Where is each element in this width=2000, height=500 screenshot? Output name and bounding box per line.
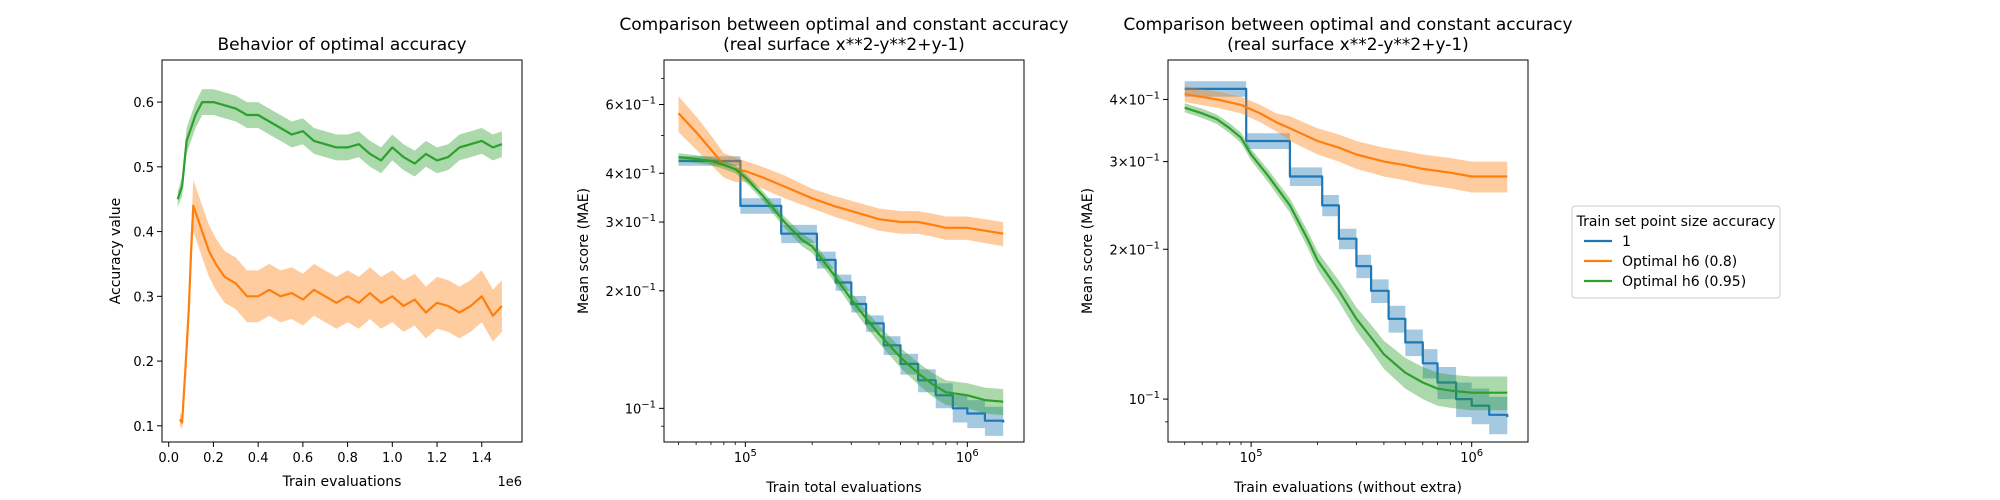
x-axis-label: Train total evaluations xyxy=(765,480,921,496)
x-axis-label: Train evaluations (without extra) xyxy=(1233,480,1462,496)
mae-total-chart: 105 106 10−1 2×10−1 3×10−1 4×10−1 6×10−1 Comp… xyxy=(576,15,1069,496)
series-line xyxy=(176,100,503,200)
chart-frame xyxy=(1167,59,1529,443)
y-axis: 0.1 0.2 0.3 0.4 0.5 0.6 xyxy=(133,96,162,435)
y-tick-label: 2×10−1 xyxy=(1110,240,1160,258)
x-tick-label: 1.4 xyxy=(471,451,492,466)
y-axis-label: Mean score (MAE) xyxy=(576,188,592,314)
legend: Train set point size accuracy 1 Optimal h… xyxy=(1571,205,1781,299)
plot-area xyxy=(677,96,1005,438)
series-band xyxy=(1184,103,1508,411)
x-tick-label: 1.0 xyxy=(382,451,403,466)
x-tick-label: 0.2 xyxy=(203,451,224,466)
legend-entry-label: Optimal h6 (0.8) xyxy=(1622,254,1737,270)
chart-title: Comparison between optimal and constant … xyxy=(1123,15,1572,55)
mae-without-extra-chart: 105 106 10−1 2×10−1 3×10−1 4×10−1 Comparison… xyxy=(1080,15,1573,496)
y-axis-label: Accuracy value xyxy=(108,198,124,305)
x-axis: 105 106 xyxy=(678,442,979,466)
y-tick-label: 3×10−1 xyxy=(1110,153,1160,171)
x-axis: 105 106 xyxy=(1184,442,1483,466)
x-tick-label: 1.2 xyxy=(427,451,448,466)
legend-entry-label: 1 xyxy=(1622,234,1631,250)
y-tick-label: 10−1 xyxy=(1129,390,1160,408)
x-tick-label: 106 xyxy=(1460,448,1483,466)
series-line xyxy=(678,156,1004,403)
y-tick-label: 10−1 xyxy=(625,399,656,417)
accuracy-chart: 0.0 0.2 0.4 0.6 0.8 1.0 1.2 1.4 0.1 0.2 0.3 0.4 0.5… xyxy=(108,35,523,490)
series-band xyxy=(179,179,502,430)
legend-entries: 1 Optimal h6 (0.8) Optimal h6 (0.95) xyxy=(1584,234,1746,290)
x-tick-label: 0.8 xyxy=(337,451,358,466)
y-tick-label: 2×10−1 xyxy=(606,282,656,300)
y-tick-label: 0.2 xyxy=(133,355,154,370)
x-axis: 0.0 0.2 0.4 0.6 0.8 1.0 1.2 1.4 xyxy=(158,442,492,466)
legend-box xyxy=(1571,205,1781,299)
series-band xyxy=(1184,86,1508,193)
y-tick-label: 4×10−1 xyxy=(606,164,656,182)
plot-area xyxy=(1184,81,1509,437)
y-tick-label: 0.4 xyxy=(133,226,154,241)
series-line xyxy=(1184,106,1508,394)
x-tick-label: 106 xyxy=(956,448,979,466)
chart-title: Comparison between optimal and constant … xyxy=(619,15,1068,55)
y-tick-label: 0.3 xyxy=(133,290,154,305)
x-tick-label: 0.4 xyxy=(248,451,269,466)
y-tick-label: 0.5 xyxy=(133,161,154,176)
series-line xyxy=(1184,93,1508,178)
legend-entry-label: Optimal h6 (0.95) xyxy=(1622,274,1746,290)
x-tick-label: 0.0 xyxy=(158,451,179,466)
y-tick-label: 0.6 xyxy=(133,96,154,111)
y-tick-label: 4×10−1 xyxy=(1110,90,1160,108)
series-band xyxy=(678,96,1004,247)
chart-frame xyxy=(663,59,1025,443)
y-tick-label: 0.1 xyxy=(133,420,154,435)
x-tick-label: 105 xyxy=(734,448,757,466)
chart-frame xyxy=(161,59,523,443)
y-axis: 10−1 2×10−1 3×10−1 4×10−1 6×10−1 xyxy=(606,77,664,427)
legend-title: Train set point size accuracy xyxy=(1576,214,1776,230)
x-offset-label: 1e6 xyxy=(497,475,522,490)
y-axis: 10−1 2×10−1 3×10−1 4×10−1 xyxy=(1110,90,1168,423)
chart-title: Behavior of optimal accuracy xyxy=(217,35,466,55)
series-line xyxy=(178,204,503,424)
x-axis-label: Train evaluations xyxy=(282,474,402,490)
series-band xyxy=(1184,81,1508,437)
y-tick-label: 6×10−1 xyxy=(606,95,656,113)
x-tick-label: 105 xyxy=(1240,448,1263,466)
plot-area xyxy=(176,89,503,430)
y-tick-label: 3×10−1 xyxy=(606,213,656,231)
series-band xyxy=(678,156,1004,438)
y-axis-label: Mean score (MAE) xyxy=(1080,188,1096,314)
series-line xyxy=(1184,87,1509,418)
x-tick-label: 0.6 xyxy=(293,451,314,466)
series-line xyxy=(678,159,1005,423)
